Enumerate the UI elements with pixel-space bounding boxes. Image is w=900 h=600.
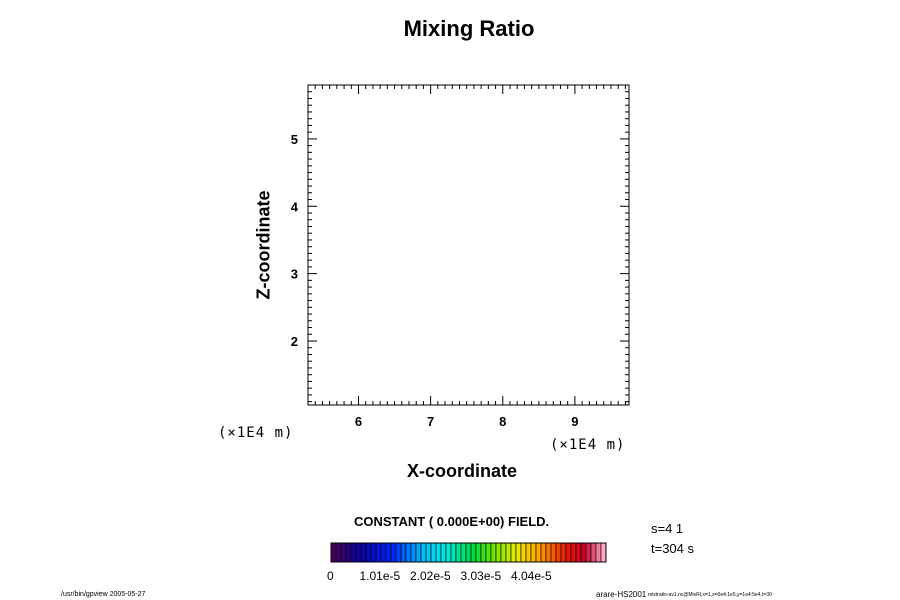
colorbar-cell — [505, 542, 512, 563]
y-tick-label: 3 — [291, 267, 298, 282]
colorbar-cell — [435, 542, 442, 563]
colorbar-cell — [370, 542, 377, 563]
colorbar-cell — [470, 542, 477, 563]
colorbar-cell — [400, 542, 407, 563]
colorbar-tick-label: 3.03e-5 — [460, 569, 502, 583]
footer-run-name: arare-HS2001 — [596, 590, 647, 599]
colorbar-cell — [405, 542, 412, 563]
colorbar-cell — [490, 542, 497, 563]
colorbar — [330, 542, 607, 563]
colorbar-cell — [375, 542, 382, 563]
colorbar-cell — [500, 542, 507, 563]
colorbar-cell — [580, 542, 587, 563]
colorbar-cell — [555, 542, 562, 563]
colorbar-cell — [335, 542, 342, 563]
time-annotation: t=304 s — [651, 541, 695, 556]
colorbar-cell — [330, 542, 337, 563]
colorbar-cell — [425, 542, 432, 563]
colorbar-cell — [410, 542, 417, 563]
field-note: CONSTANT ( 0.000E+00) FIELD. — [354, 514, 550, 529]
y-tick-label: 2 — [291, 334, 298, 349]
colorbar-cell — [345, 542, 352, 563]
y-axis-title: Z-coordinate — [253, 190, 274, 300]
footer-file-spec: mixtratio-av1.nc@MixRt,x=1,x=0e4:1e5,y=1… — [648, 592, 772, 598]
colorbar-cell — [450, 542, 457, 563]
colorbar-cell — [475, 542, 482, 563]
colorbar-cell — [480, 542, 487, 563]
x-axis-title: X-coordinate — [407, 461, 518, 481]
x-tick-label: 6 — [355, 414, 362, 429]
colorbar-tick-label: 2.02e-5 — [410, 569, 451, 583]
colorbar-cell — [550, 542, 557, 563]
plot-frame — [307, 84, 630, 406]
colorbar-cell — [600, 542, 607, 563]
colorbar-cell — [460, 542, 467, 563]
colorbar-cell — [360, 542, 367, 563]
colorbar-cell — [590, 542, 597, 563]
colorbar-cell — [515, 542, 522, 563]
plot-frame-group: 6 7 8 9 2 3 4 5 — [291, 84, 630, 429]
x-unit-label: (×1E4 m) — [218, 425, 294, 441]
footer-command: /usr/bin/gpview 2005-05-27 — [61, 591, 146, 598]
x-tick-label: 9 — [571, 414, 578, 429]
colorbar-cell — [415, 542, 422, 563]
colorbar-cell — [390, 542, 397, 563]
x-unit-label-repeat: (×1E4 m) — [550, 437, 626, 453]
colorbar-cell — [570, 542, 577, 563]
y-tick-label: 4 — [291, 199, 299, 214]
y-tick-label: 5 — [291, 132, 298, 147]
colorbar-cell — [350, 542, 357, 563]
colorbar-cell — [540, 542, 547, 563]
colorbar-cell — [560, 542, 567, 563]
colorbar-cell — [445, 542, 452, 563]
step-annotation: s=4 1 — [651, 521, 684, 536]
colorbar-frame — [330, 542, 607, 563]
colorbar-cell — [365, 542, 372, 563]
colorbar-cell — [525, 542, 532, 563]
colorbar-cell — [545, 542, 552, 563]
colorbar-tick-label: 1.01e-5 — [359, 569, 401, 583]
axis-tick-labels: 6 7 8 9 2 3 4 5 — [291, 132, 579, 429]
chart-title: Mixing Ratio — [403, 16, 535, 41]
colorbar-cell — [355, 542, 362, 563]
colorbar-cell — [385, 542, 392, 563]
colorbar-cell — [455, 542, 462, 563]
colorbar-cell — [395, 542, 402, 563]
colorbar-cell — [380, 542, 387, 563]
colorbar-cell — [510, 542, 517, 563]
colorbar-cell — [520, 542, 527, 563]
colorbar-cell — [535, 542, 542, 563]
x-tick-label: 8 — [499, 414, 506, 429]
colorbar-cell — [440, 542, 447, 563]
axis-ticks — [307, 84, 629, 405]
colorbar-cell — [595, 542, 602, 563]
colorbar-cell — [530, 542, 537, 563]
colorbar-cell — [420, 542, 427, 563]
colorbar-cell — [465, 542, 472, 563]
colorbar-cell — [575, 542, 582, 563]
colorbar-cell — [430, 542, 437, 563]
colorbar-tick-label: 4.04e-5 — [511, 569, 552, 583]
colorbar-cell — [585, 542, 592, 563]
colorbar-cell — [565, 542, 572, 563]
colorbar-cell — [495, 542, 502, 563]
colorbar-cell — [485, 542, 492, 563]
x-tick-label: 7 — [427, 414, 434, 429]
colorbar-min-label: 0 — [327, 569, 334, 583]
colorbar-cell — [340, 542, 347, 563]
